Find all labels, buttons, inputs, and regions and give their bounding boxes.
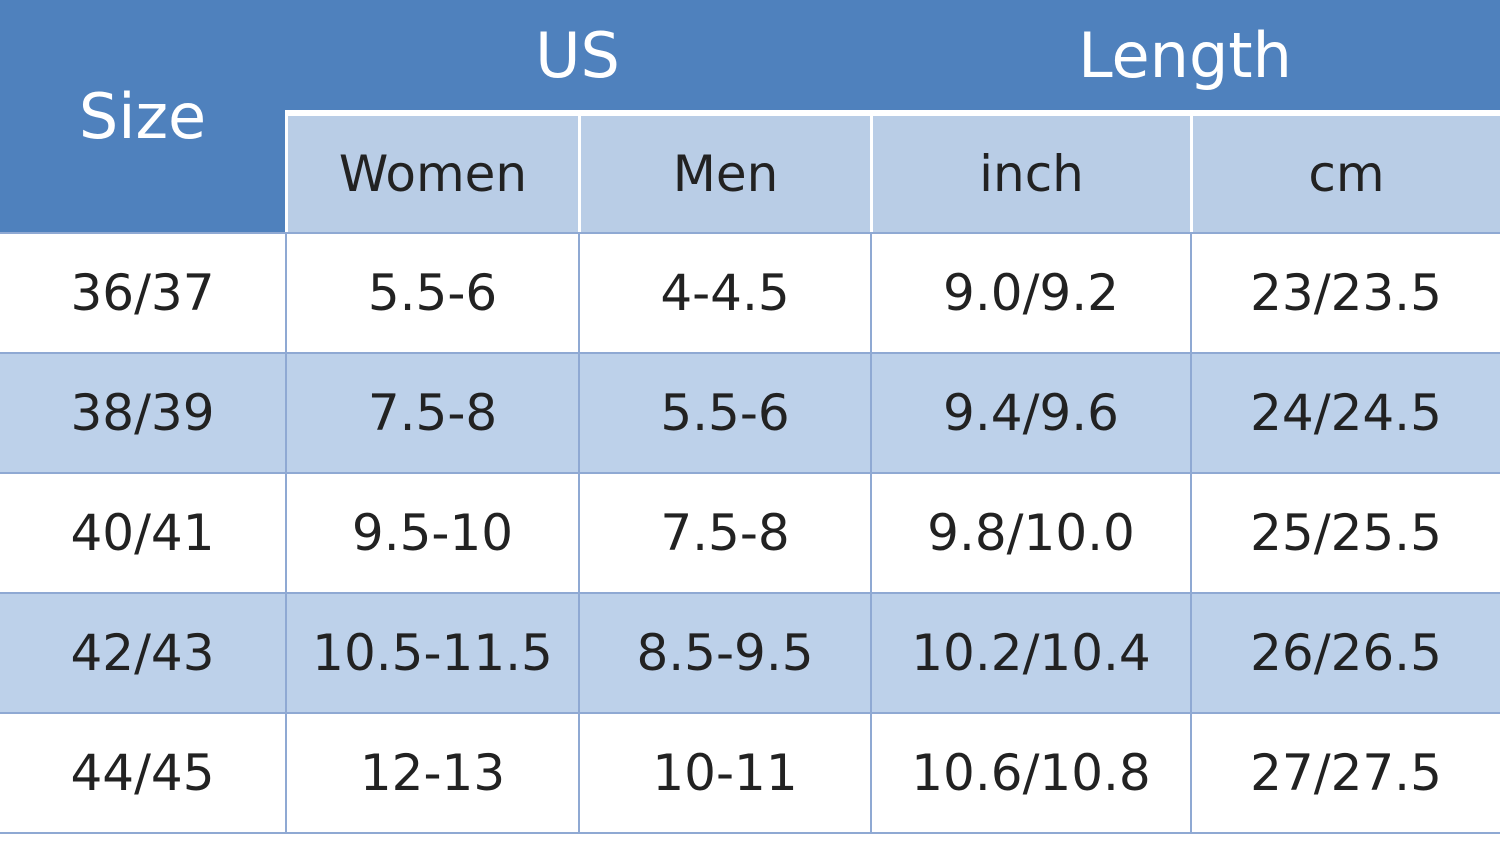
subheader: inch	[870, 110, 1190, 232]
table-cell: 9.8/10.0	[870, 472, 1190, 592]
subheader: Men	[578, 110, 870, 232]
table-cell: 9.4/9.6	[870, 352, 1190, 472]
table-cell: 5.5-6	[285, 232, 578, 352]
table-cell: 27/27.5	[1190, 712, 1500, 832]
table-cell: 40/41	[0, 472, 285, 592]
table-cell: 10-11	[578, 712, 870, 832]
subheader: Women	[285, 110, 578, 232]
header-us: US	[285, 0, 870, 110]
table-cell: 23/23.5	[1190, 232, 1500, 352]
table-cell: 36/37	[0, 232, 285, 352]
table-cell: 7.5-8	[578, 472, 870, 592]
table-cell: 7.5-8	[285, 352, 578, 472]
table-cell: 42/43	[0, 592, 285, 712]
table-cell: 44/45	[0, 712, 285, 832]
table-cell: 5.5-6	[578, 352, 870, 472]
header-length: Length	[870, 0, 1500, 110]
table-cell: 26/26.5	[1190, 592, 1500, 712]
table-cell: 10.5-11.5	[285, 592, 578, 712]
table-cell: 25/25.5	[1190, 472, 1500, 592]
subheader: cm	[1190, 110, 1500, 232]
table-cell: 24/24.5	[1190, 352, 1500, 472]
table-cell: 8.5-9.5	[578, 592, 870, 712]
table-cell: 4-4.5	[578, 232, 870, 352]
table-cell: 10.6/10.8	[870, 712, 1190, 832]
table-cell: 38/39	[0, 352, 285, 472]
bottom-border	[0, 832, 1500, 834]
table-cell: 12-13	[285, 712, 578, 832]
header-size: Size	[0, 0, 285, 232]
table-cell: 9.0/9.2	[870, 232, 1190, 352]
table-cell: 10.2/10.4	[870, 592, 1190, 712]
table-cell: 9.5-10	[285, 472, 578, 592]
